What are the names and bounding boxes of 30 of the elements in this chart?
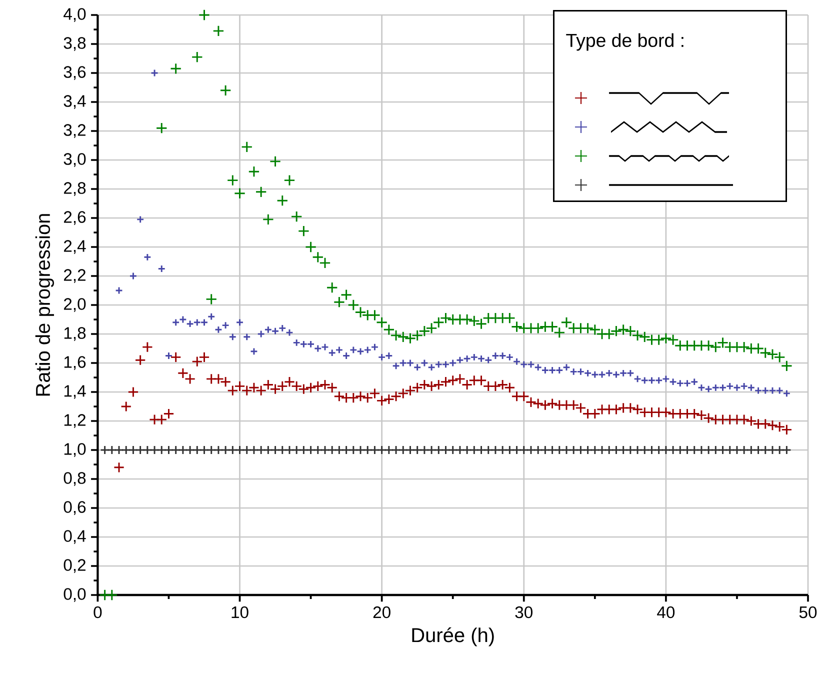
legend-title: Type de bord : [566,33,684,51]
y-tick-label: 3,0 [64,153,86,167]
y-tick-label: 2,4 [64,240,86,254]
x-tick-label: 20 [373,606,390,618]
y-tick-label: 3,4 [64,95,86,109]
x-tick-label: 10 [232,606,248,618]
y-tick-label: 4,0 [64,8,86,22]
y-tick-label: 2,6 [64,211,86,225]
x-tick-label: 40 [657,606,675,618]
y-tick-label: 3,2 [64,124,86,138]
y-tick-label: 2,0 [64,298,86,312]
x-axis-title: Durée (h) [412,627,494,646]
x-tick-label: 50 [799,606,817,618]
x-tick-label: 30 [515,606,532,618]
y-tick-label: 0,0 [64,588,86,602]
y-tick-label: 1,4 [64,385,86,399]
y-tick-label: 1,8 [64,327,86,341]
y-tick-label: 1,2 [64,414,86,428]
y-tick-label: 0,6 [64,501,86,515]
y-tick-label: 0,8 [64,472,86,486]
y-tick-label: 2,2 [64,269,86,283]
x-tick-label: 0 [94,606,102,618]
y-axis-title: Ratio de progression [35,214,54,396]
y-tick-label: 3,6 [64,66,86,80]
y-tick-label: 2,8 [64,182,86,196]
y-tick-label: 0,2 [64,559,86,573]
y-tick-label: 3,8 [64,37,86,51]
y-tick-label: 1,0 [64,443,86,457]
y-tick-label: 0,4 [64,530,86,544]
y-tick-label: 1,6 [64,356,86,370]
